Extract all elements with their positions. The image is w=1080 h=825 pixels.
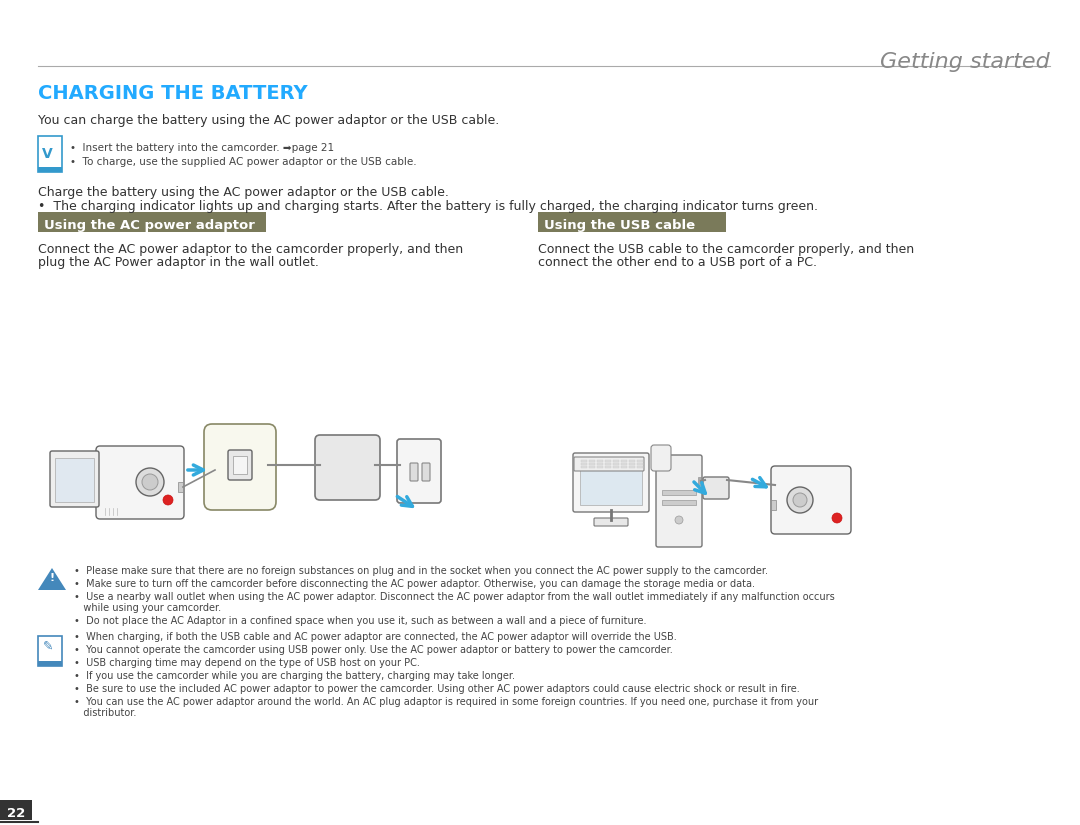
- Bar: [581, 466, 588, 468]
- FancyBboxPatch shape: [771, 466, 851, 534]
- Text: !: !: [50, 573, 55, 583]
- Text: 22: 22: [6, 807, 25, 820]
- Bar: [233, 456, 247, 474]
- FancyBboxPatch shape: [228, 450, 252, 480]
- Text: •  Be sure to use the included AC power adaptor to power the camcorder. Using ot: • Be sure to use the included AC power a…: [75, 684, 800, 694]
- FancyBboxPatch shape: [96, 446, 184, 519]
- Bar: [538, 212, 726, 232]
- Text: •  To charge, use the supplied AC power adaptor or the USB cable.: • To charge, use the supplied AC power a…: [70, 157, 417, 167]
- Bar: [621, 463, 627, 465]
- Circle shape: [136, 468, 164, 496]
- Bar: [589, 466, 595, 468]
- Text: Using the USB cable: Using the USB cable: [544, 219, 696, 232]
- Polygon shape: [38, 568, 66, 590]
- Text: •  You cannot operate the camcorder using USB power only. Use the AC power adapt: • You cannot operate the camcorder using…: [75, 645, 673, 655]
- FancyBboxPatch shape: [656, 455, 702, 547]
- Text: •  Make sure to turn off the camcorder before disconnecting the AC power adaptor: • Make sure to turn off the camcorder be…: [75, 579, 755, 589]
- Text: distributor.: distributor.: [75, 708, 136, 718]
- Text: Connect the USB cable to the camcorder properly, and then: Connect the USB cable to the camcorder p…: [538, 243, 914, 256]
- Bar: [662, 500, 696, 505]
- Text: •  Insert the battery into the camcorder. ➡page 21: • Insert the battery into the camcorder.…: [70, 143, 334, 153]
- FancyBboxPatch shape: [50, 451, 99, 507]
- Circle shape: [787, 487, 813, 513]
- Text: Getting started: Getting started: [880, 52, 1050, 72]
- FancyBboxPatch shape: [703, 477, 729, 499]
- Circle shape: [163, 495, 173, 505]
- FancyBboxPatch shape: [204, 424, 276, 510]
- FancyBboxPatch shape: [573, 453, 649, 512]
- Circle shape: [141, 474, 158, 490]
- Bar: [55, 458, 94, 502]
- Text: •  You can use the AC power adaptor around the world. An AC plug adaptor is requ: • You can use the AC power adaptor aroun…: [75, 697, 819, 707]
- FancyBboxPatch shape: [38, 636, 62, 666]
- Bar: [580, 460, 642, 505]
- Bar: [605, 463, 611, 465]
- FancyBboxPatch shape: [38, 136, 62, 172]
- Text: Using the AC power adaptor: Using the AC power adaptor: [44, 219, 255, 232]
- Bar: [662, 490, 696, 495]
- Circle shape: [832, 513, 842, 523]
- Bar: [613, 460, 619, 462]
- Text: •  Use a nearby wall outlet when using the AC power adaptor. Disconnect the AC p: • Use a nearby wall outlet when using th…: [75, 592, 835, 602]
- Bar: [637, 463, 643, 465]
- Text: ✎: ✎: [43, 640, 54, 653]
- Text: while using your camcorder.: while using your camcorder.: [75, 603, 221, 613]
- Bar: [178, 482, 183, 492]
- Bar: [771, 500, 777, 510]
- Bar: [589, 463, 595, 465]
- Bar: [581, 460, 588, 462]
- Text: CHARGING THE BATTERY: CHARGING THE BATTERY: [38, 84, 308, 103]
- Text: plug the AC Power adaptor in the wall outlet.: plug the AC Power adaptor in the wall ou…: [38, 256, 319, 269]
- FancyBboxPatch shape: [651, 445, 671, 471]
- Text: •  Please make sure that there are no foreign substances on plug and in the sock: • Please make sure that there are no for…: [75, 566, 768, 576]
- Text: V: V: [42, 147, 53, 161]
- Bar: [637, 460, 643, 462]
- Text: •  The charging indicator lights up and charging starts. After the battery is fu: • The charging indicator lights up and c…: [38, 200, 818, 213]
- Text: •  If you use the camcorder while you are charging the battery, charging may tak: • If you use the camcorder while you are…: [75, 671, 515, 681]
- Bar: [589, 460, 595, 462]
- Text: connect the other end to a USB port of a PC.: connect the other end to a USB port of a…: [538, 256, 816, 269]
- Bar: [605, 460, 611, 462]
- Bar: [698, 477, 701, 485]
- Bar: [629, 463, 635, 465]
- Bar: [613, 466, 619, 468]
- Circle shape: [675, 516, 683, 524]
- Bar: [597, 466, 603, 468]
- FancyBboxPatch shape: [422, 463, 430, 481]
- Bar: [0, 800, 32, 820]
- Circle shape: [793, 493, 807, 507]
- Bar: [613, 463, 619, 465]
- Bar: [38, 212, 266, 232]
- FancyBboxPatch shape: [315, 435, 380, 500]
- Text: •  USB charging time may depend on the type of USB host on your PC.: • USB charging time may depend on the ty…: [75, 658, 420, 668]
- Bar: [38, 167, 62, 172]
- Text: •  When charging, if both the USB cable and AC power adaptor are connected, the : • When charging, if both the USB cable a…: [75, 632, 677, 642]
- Bar: [637, 466, 643, 468]
- Bar: [621, 466, 627, 468]
- Text: Connect the AC power adaptor to the camcorder properly, and then: Connect the AC power adaptor to the camc…: [38, 243, 463, 256]
- FancyBboxPatch shape: [397, 439, 441, 503]
- Bar: [629, 460, 635, 462]
- FancyBboxPatch shape: [594, 518, 627, 526]
- Bar: [605, 466, 611, 468]
- Bar: [629, 466, 635, 468]
- Text: You can charge the battery using the AC power adaptor or the USB cable.: You can charge the battery using the AC …: [38, 114, 499, 127]
- Bar: [581, 463, 588, 465]
- Text: Charge the battery using the AC power adaptor or the USB cable.: Charge the battery using the AC power ad…: [38, 186, 449, 199]
- Bar: [597, 460, 603, 462]
- FancyBboxPatch shape: [410, 463, 418, 481]
- Text: •  Do not place the AC Adaptor in a confined space when you use it, such as betw: • Do not place the AC Adaptor in a confi…: [75, 616, 647, 626]
- Bar: [621, 460, 627, 462]
- FancyBboxPatch shape: [573, 457, 644, 471]
- Bar: [38, 661, 62, 666]
- Bar: [597, 463, 603, 465]
